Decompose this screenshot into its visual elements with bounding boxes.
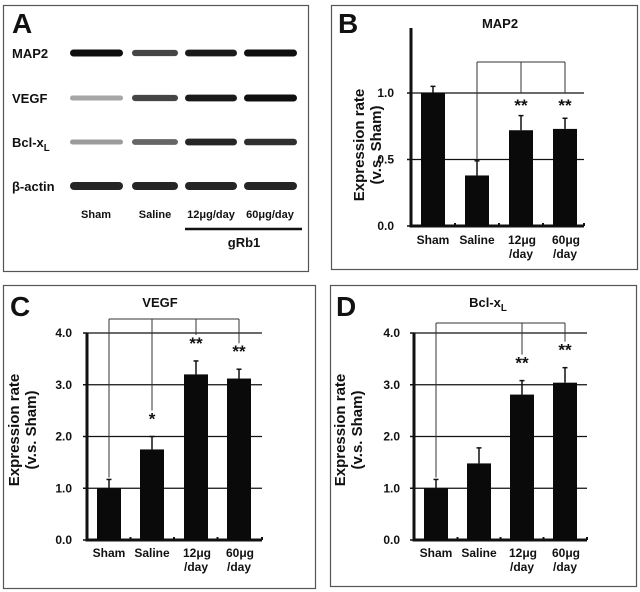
x-tick-label: 12μg bbox=[183, 546, 211, 560]
blot-band bbox=[70, 95, 123, 101]
x-tick-label: /day bbox=[553, 247, 577, 261]
panel-letter-a: A bbox=[12, 8, 32, 39]
panel-c-frame bbox=[2, 284, 317, 590]
y-tick-label: 0.5 bbox=[377, 153, 394, 167]
bar bbox=[421, 93, 445, 226]
blot-band bbox=[132, 94, 178, 102]
y-axis-label: Expression rate(v.s. Sham) bbox=[6, 374, 40, 487]
bar bbox=[97, 488, 121, 540]
chart-title: Bcl-xL bbox=[469, 295, 507, 314]
x-tick-label: /day bbox=[509, 247, 533, 261]
bar bbox=[184, 374, 208, 540]
x-tick-label: Sham bbox=[93, 546, 126, 560]
blot-band bbox=[185, 49, 237, 57]
y-tick-label: 0.0 bbox=[55, 533, 72, 547]
lane-label: 60μg/day bbox=[246, 209, 295, 221]
x-tick-label: /day bbox=[227, 560, 251, 574]
y-tick-label: 4.0 bbox=[55, 326, 72, 340]
lane-label: 12μg/day bbox=[187, 209, 236, 221]
blot-band bbox=[70, 49, 123, 57]
x-tick-label: 60μg bbox=[552, 233, 580, 247]
bar bbox=[424, 488, 448, 540]
bar bbox=[553, 382, 577, 540]
panel-d-frame bbox=[329, 284, 638, 588]
panel-b-frame bbox=[330, 4, 639, 271]
significance-marker: ** bbox=[232, 342, 246, 361]
blot-row-label: Bcl-xL bbox=[12, 135, 50, 154]
x-tick-label: 60μg bbox=[226, 546, 254, 560]
y-tick-label: 1.0 bbox=[383, 481, 400, 495]
blot-row-label: VEGF bbox=[12, 91, 47, 106]
blot-band bbox=[70, 182, 123, 190]
blot-band bbox=[70, 139, 123, 145]
y-tick-label: 3.0 bbox=[55, 378, 72, 392]
blot-band bbox=[244, 94, 297, 102]
chart-d: Bcl-xL 0.0 1.0 2.0 3.0 4.0 Expression rate(v.s… bbox=[332, 295, 588, 574]
y-tick-label: 4.0 bbox=[383, 326, 400, 340]
x-tick-label: /day bbox=[553, 560, 577, 574]
blot-band bbox=[244, 182, 297, 190]
panel-letter-c: C bbox=[10, 291, 30, 322]
blot-band bbox=[132, 182, 178, 190]
significance-marker: ** bbox=[515, 354, 529, 373]
western-blot: MAP2 VEGF Bcl-xL β-actin Sham Saline 12μg/day 6… bbox=[12, 46, 302, 250]
y-tick-label: 0.0 bbox=[383, 533, 400, 547]
x-tick-label: /day bbox=[510, 560, 534, 574]
blot-band bbox=[185, 138, 237, 146]
significance-marker: ** bbox=[189, 334, 203, 353]
blot-row-label: MAP2 bbox=[12, 46, 48, 61]
y-tick-label: 3.0 bbox=[383, 378, 400, 392]
significance-marker: * bbox=[149, 410, 156, 429]
blot-band bbox=[244, 138, 297, 146]
bar bbox=[227, 378, 251, 540]
blot-band bbox=[132, 139, 178, 145]
chart-title: MAP2 bbox=[482, 16, 518, 31]
lane-label: Saline bbox=[139, 209, 171, 221]
y-tick-label: 2.0 bbox=[383, 430, 400, 444]
blot-band bbox=[132, 49, 178, 57]
y-tick-label: 2.0 bbox=[55, 430, 72, 444]
x-tick-label: 12μg bbox=[509, 546, 537, 560]
y-axis-label: Expression rate(v.s. Sham) bbox=[351, 89, 385, 202]
bar bbox=[509, 130, 533, 226]
significance-marker: ** bbox=[514, 96, 528, 115]
chart-c: VEGF 0.0 1.0 2.0 3.0 4.0 Expression rate(v.s. … bbox=[6, 295, 263, 574]
blot-band bbox=[244, 49, 297, 57]
x-tick-label: Saline bbox=[134, 546, 170, 560]
bar bbox=[467, 463, 491, 540]
x-tick-label: 60μg bbox=[552, 546, 580, 560]
y-tick-label: 1.0 bbox=[55, 481, 72, 495]
y-axis-label: Expression rate(v.s. Sham) bbox=[332, 374, 366, 487]
bar bbox=[465, 175, 489, 226]
x-tick-label: /day bbox=[184, 560, 208, 574]
x-tick-label: 12μg bbox=[508, 233, 536, 247]
panel-a-frame bbox=[2, 4, 310, 273]
panel-letter-d: D bbox=[336, 291, 356, 322]
y-tick-label: 1.0 bbox=[377, 86, 394, 100]
bar bbox=[140, 449, 164, 540]
bar bbox=[510, 394, 534, 540]
bar bbox=[553, 128, 577, 226]
lane-label: Sham bbox=[81, 209, 111, 221]
blot-band bbox=[185, 94, 237, 102]
x-tick-label: Saline bbox=[459, 233, 495, 247]
x-tick-label: Saline bbox=[461, 546, 497, 560]
x-tick-label: Sham bbox=[417, 233, 450, 247]
chart-title: VEGF bbox=[142, 295, 177, 310]
x-tick-label: Sham bbox=[420, 546, 453, 560]
blot-band bbox=[185, 182, 237, 190]
significance-marker: ** bbox=[558, 341, 572, 360]
blot-row-label: β-actin bbox=[12, 179, 55, 194]
y-tick-label: 0.0 bbox=[377, 219, 394, 233]
panel-letter-b: B bbox=[338, 8, 358, 39]
group-label: gRb1 bbox=[228, 235, 261, 250]
significance-marker: ** bbox=[558, 96, 572, 115]
